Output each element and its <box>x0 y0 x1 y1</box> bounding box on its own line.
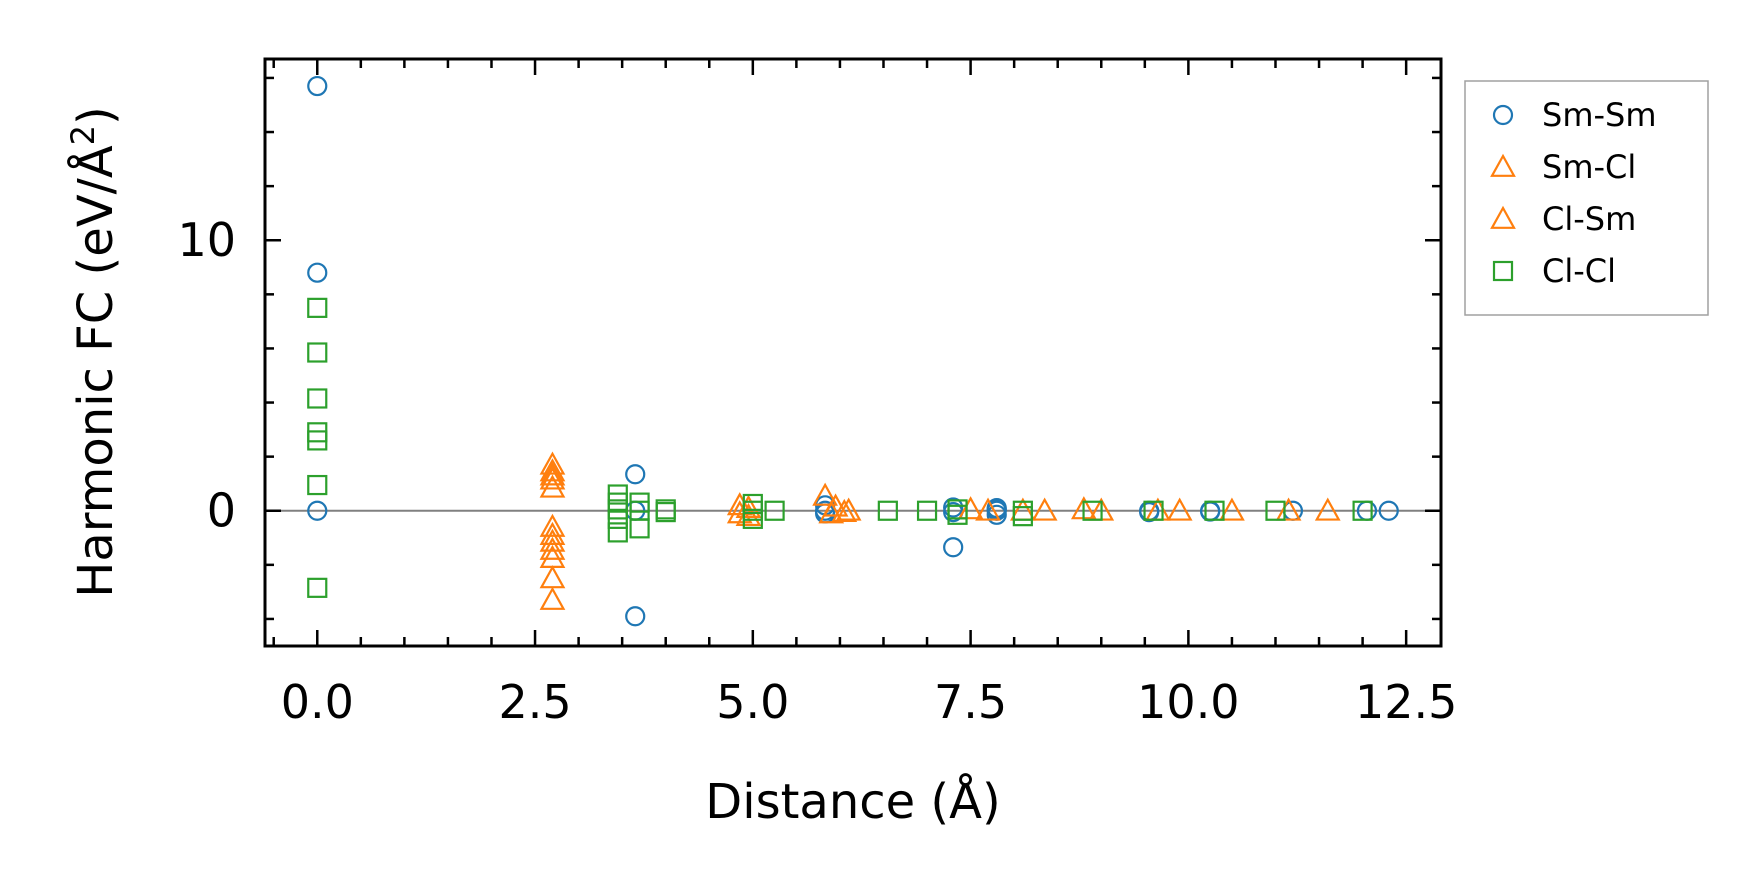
data-point-sm-sm <box>307 500 328 521</box>
y-tick-label: 0 <box>207 484 236 538</box>
data-point-sm-cl <box>539 458 566 482</box>
data-point-cl-sm <box>831 498 858 522</box>
data-point-cl-cl <box>742 508 763 529</box>
data-point-sm-cl <box>539 466 566 490</box>
data-points-layer <box>307 75 1399 627</box>
legend-box <box>1464 80 1709 316</box>
data-point-sm-sm <box>307 75 328 97</box>
data-point-cl-cl <box>1012 506 1033 527</box>
data-point-sm-sm <box>815 500 836 521</box>
x-tick-label: 7.5 <box>934 675 1007 729</box>
data-point-cl-cl <box>947 504 968 525</box>
y-tick-label: 10 <box>177 213 236 267</box>
data-point-sm-sm <box>943 497 964 518</box>
data-point-cl-cl <box>307 342 328 363</box>
data-point-cl-cl <box>1352 500 1373 521</box>
data-point-cl-sm <box>539 586 566 610</box>
x-axis-label: Distance (Å) <box>705 773 1000 830</box>
data-point-sm-cl <box>1219 497 1245 521</box>
y-axis-label-main: Harmonic FC (eV/Å <box>67 145 124 598</box>
data-point-cl-cl <box>307 297 328 318</box>
data-point-cl-sm <box>539 565 566 589</box>
x-tick-label: 0.0 <box>281 675 354 729</box>
y-axis-label-superscript: 2 <box>64 125 102 145</box>
data-point-cl-sm <box>975 497 1001 521</box>
plot-frame <box>263 57 1443 648</box>
data-point-cl-cl <box>307 577 328 598</box>
x-tick-label: 5.0 <box>716 675 789 729</box>
legend-marker-cl-cl <box>1492 260 1514 282</box>
data-point-cl-cl <box>764 500 785 521</box>
data-point-cl-cl <box>607 508 628 529</box>
data-point-cl-cl <box>1143 500 1164 521</box>
legend-item-sm-sm: Sm-Sm <box>1492 96 1657 134</box>
data-point-sm-sm <box>986 499 1007 520</box>
data-point-cl-cl <box>307 430 328 451</box>
data-point-cl-cl <box>1082 500 1103 521</box>
data-point-cl-sm <box>1031 497 1058 521</box>
data-point-cl-sm <box>1275 497 1302 521</box>
data-point-sm-cl <box>539 451 566 475</box>
data-point-cl-cl <box>877 500 898 521</box>
data-point-cl-cl <box>307 388 328 409</box>
data-point-sm-sm <box>307 262 328 283</box>
data-point-sm-cl <box>957 496 984 520</box>
data-point-cl-sm <box>1166 497 1193 521</box>
data-point-sm-cl <box>539 528 566 552</box>
legend-item-sm-cl: Sm-Cl <box>1490 148 1636 186</box>
data-point-cl-cl <box>629 518 650 539</box>
data-point-cl-cl <box>607 522 628 543</box>
y-axis-label: Harmonic FC (eV/Å2) <box>64 106 124 598</box>
ticks-layer <box>265 59 1441 646</box>
data-point-cl-cl <box>655 501 676 523</box>
tick-labels-layer: 0.0 2.5 5.0 7.5 10.0 12.5 0 10 <box>177 213 1457 729</box>
legend: Sm-Sm Sm-Cl Cl-Sm Cl-Cl <box>1464 80 1709 316</box>
data-point-cl-sm <box>539 462 566 486</box>
data-point-sm-sm <box>1139 501 1160 523</box>
data-point-sm-cl <box>1314 497 1341 521</box>
data-point-sm-sm <box>1378 500 1399 521</box>
data-point-cl-cl <box>1204 500 1225 521</box>
data-point-sm-sm <box>625 606 646 627</box>
data-point-cl-cl <box>307 474 328 496</box>
legend-label-sm-cl: Sm-Cl <box>1542 148 1636 186</box>
data-point-sm-sm <box>943 537 964 558</box>
legend-marker-sm-sm <box>1492 104 1514 126</box>
data-point-cl-cl <box>916 500 938 521</box>
x-tick-label: 12.5 <box>1355 675 1457 729</box>
legend-item-cl-cl: Cl-Cl <box>1492 252 1616 290</box>
legend-marker-sm-cl <box>1490 153 1516 177</box>
data-point-sm-sm <box>625 464 646 485</box>
legend-label-sm-sm: Sm-Sm <box>1542 96 1657 134</box>
data-point-cl-sm <box>539 536 566 560</box>
x-tick-label: 2.5 <box>498 675 571 729</box>
data-point-sm-cl <box>539 474 566 498</box>
x-tick-label: 10.0 <box>1137 675 1239 729</box>
legend-label-cl-cl: Cl-Cl <box>1542 252 1616 290</box>
legend-marker-cl-sm <box>1490 205 1516 229</box>
legend-label-cl-sm: Cl-Sm <box>1542 200 1636 238</box>
data-point-sm-cl <box>539 513 566 537</box>
y-axis-label-close: ) <box>68 106 124 125</box>
data-point-sm-cl <box>539 521 566 545</box>
data-point-sm-cl <box>812 482 838 506</box>
data-point-cl-cl <box>1265 500 1286 521</box>
legend-item-cl-sm: Cl-Sm <box>1490 200 1636 238</box>
